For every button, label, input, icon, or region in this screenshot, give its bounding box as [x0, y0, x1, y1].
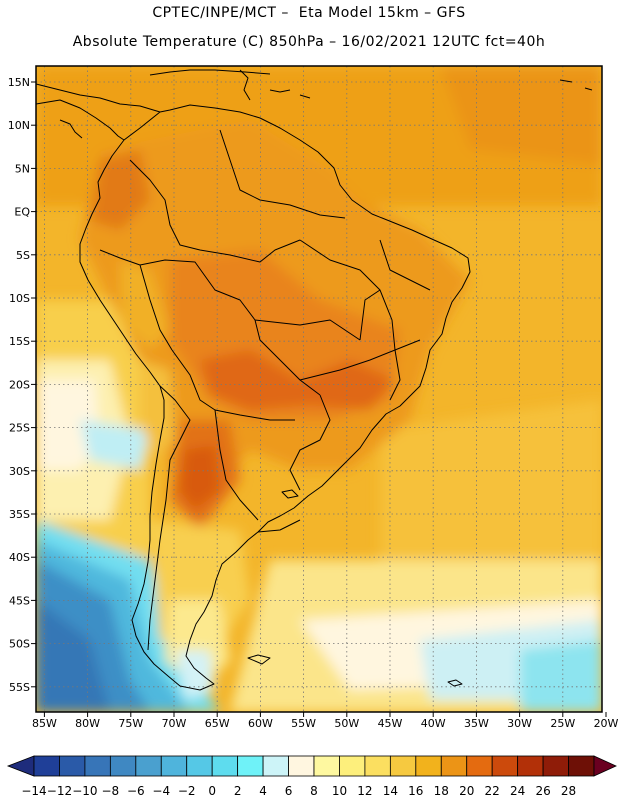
colorbar-swatch: [568, 755, 595, 777]
lon-label: 45W: [378, 717, 403, 730]
lat-label: 5S: [16, 249, 30, 262]
colorbar-swatch: [440, 755, 468, 777]
colorbar-swatch: [364, 755, 391, 777]
lon-label: 30W: [507, 717, 532, 730]
colorbar-swatch: [262, 755, 289, 777]
lon-label: 35W: [464, 717, 489, 730]
lon-label: 55W: [291, 717, 316, 730]
map-frame: [35, 65, 603, 713]
lon-label: 50W: [334, 717, 359, 730]
lat-label: 25S: [9, 422, 30, 435]
colorbar-swatch: [59, 755, 86, 777]
colorbar-label: 8: [310, 784, 318, 798]
colorbar-label: 24: [510, 784, 525, 798]
colorbar-swatch: [135, 755, 162, 777]
colorbar-label: 22: [485, 784, 500, 798]
colorbar-swatch: [389, 755, 417, 777]
colorbar-label: 28: [561, 784, 576, 798]
colorbar-swatch: [237, 755, 264, 777]
colorbar-label: 14: [383, 784, 398, 798]
colorbar-under-triangle: [6, 755, 35, 777]
colorbar-swatch: [33, 755, 60, 777]
lat-label: 35S: [9, 508, 30, 521]
lat-label: 20S: [9, 378, 30, 391]
lat-label: 40S: [9, 551, 30, 564]
lat-label: 50S: [9, 638, 30, 651]
lon-label: 80W: [75, 717, 100, 730]
south-america-coastline: [79, 104, 471, 691]
lon-label: 60W: [248, 717, 273, 730]
colorbar-label: −10: [72, 784, 97, 798]
lat-label: 55S: [9, 681, 30, 694]
color-legend: −14 −12 −10 −8 −6 −4 −2 0 2 4 6 8 10 12 14 16 18 20 22 24 26…: [6, 755, 617, 798]
lat-label: 10S: [9, 292, 30, 305]
colorbar-label: 10: [332, 784, 347, 798]
lat-label: 30S: [9, 465, 30, 478]
colorbar-label: −4: [152, 784, 170, 798]
lon-label: 20W: [594, 717, 618, 730]
lon-label: 40W: [421, 717, 446, 730]
lat-label: 15S: [9, 335, 30, 348]
land-boundary-lines: [36, 69, 593, 691]
colorbar-label: −12: [47, 784, 72, 798]
colorbar-label: 12: [357, 784, 372, 798]
lat-label: 5N: [15, 162, 30, 175]
map-title-line2: Absolute Temperature (C) 850hPa – 16/02/…: [72, 34, 546, 50]
lon-label: 75W: [118, 717, 143, 730]
colorbar-swatch: [186, 755, 213, 777]
lat-label: EQ: [14, 206, 30, 219]
colorbar-swatch: [160, 755, 188, 777]
colorbar-swatch: [211, 755, 239, 777]
lon-label: 70W: [162, 717, 187, 730]
colorbar-swatch: [339, 755, 366, 777]
colorbar-label: 20: [459, 784, 474, 798]
lon-label: 25W: [550, 717, 575, 730]
colorbar-label: −14: [21, 784, 46, 798]
colorbar-swatch: [542, 755, 569, 777]
lat-label: 10N: [8, 119, 30, 132]
colorbar-label: −6: [127, 784, 145, 798]
map-title-line1: CPTEC/INPE/MCT – Eta Model 15km – GFS: [152, 5, 466, 21]
latitude-axis: 15N 10N 5N EQ 5S 10S 15S 20S 25S 30S 35S 40S 45S 50S 5…: [8, 76, 36, 694]
colorbar-label: −2: [178, 784, 196, 798]
lon-label: 85W: [32, 717, 57, 730]
colorbar-label: 18: [434, 784, 449, 798]
lon-label: 65W: [205, 717, 230, 730]
colorbar-swatch: [517, 755, 544, 777]
colorbar-swatch: [466, 755, 493, 777]
colorbar-label: 16: [408, 784, 423, 798]
colorbar-label: 4: [259, 784, 267, 798]
colorbar-label: 26: [535, 784, 550, 798]
temperature-field: [36, 66, 602, 712]
colorbar-label: 0: [208, 784, 216, 798]
colorbar-label: −8: [102, 784, 120, 798]
colorbar-label: 6: [285, 784, 293, 798]
lat-label: 15N: [8, 76, 30, 89]
colorbar-label: 2: [234, 784, 242, 798]
lat-label: 45S: [9, 594, 30, 607]
colorbar-swatch: [84, 755, 111, 777]
colorbar-swatch: [109, 755, 137, 777]
colorbar-swatch: [415, 755, 442, 777]
colorbar-swatch: [288, 755, 315, 777]
colorbar-swatch: [313, 755, 340, 777]
colorbar-swatch: [491, 755, 519, 777]
colorbar-over-triangle: [593, 755, 617, 777]
longitude-axis: 85W 80W 75W 70W 65W 60W 55W 50W 45W 40W 35W 30W 25W 2…: [32, 712, 618, 730]
